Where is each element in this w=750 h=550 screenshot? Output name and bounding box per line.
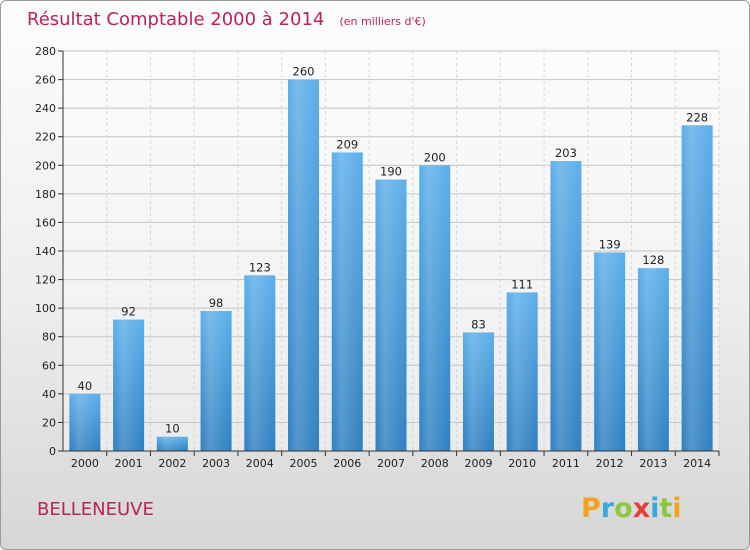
y-tick-label: 40 — [42, 388, 56, 401]
bar-shine — [113, 319, 145, 451]
bars-layer: 40 92 10 98 123 260 209 190 200 83 111 203 139 128 228 — [69, 65, 713, 452]
data-label-2010: 111 — [511, 277, 533, 291]
x-tick-label: 2006 — [333, 457, 361, 470]
bar-shine — [594, 252, 626, 451]
data-label-2012: 139 — [599, 237, 621, 251]
data-label-2004: 123 — [249, 260, 271, 274]
data-label-2003: 98 — [209, 296, 224, 310]
data-label-2000: 40 — [78, 379, 93, 393]
bar-shine — [375, 179, 407, 452]
data-label-2009: 83 — [471, 317, 486, 331]
logo-letter: P — [581, 493, 601, 524]
data-label-2007: 190 — [380, 165, 402, 179]
x-tick-label: 2012 — [596, 457, 624, 470]
x-tick-label: 2007 — [377, 457, 405, 470]
y-tick-label: 140 — [35, 245, 56, 258]
logo-letter: i — [650, 493, 659, 524]
proxiti-logo: Proxiti — [581, 493, 682, 524]
y-tick-label: 260 — [35, 74, 56, 87]
x-tick-label: 2004 — [246, 457, 274, 470]
x-tick-label: 2005 — [290, 457, 318, 470]
x-tick-label: 2011 — [552, 457, 580, 470]
chart-title-text: Résultat Comptable 2000 à 2014 — [27, 9, 324, 30]
x-tick-label: 2002 — [158, 457, 186, 470]
bar-shine — [637, 268, 669, 451]
chart-title: Résultat Comptable 2000 à 2014 (en milli… — [27, 9, 426, 30]
bar-shine — [288, 79, 320, 452]
bar-shine — [331, 152, 363, 451]
bar-shine — [244, 275, 276, 451]
data-label-2006: 209 — [336, 137, 358, 151]
bar-shine — [419, 165, 451, 452]
bar-shine — [681, 125, 713, 452]
x-tick-label: 2000 — [71, 457, 99, 470]
data-label-2013: 128 — [642, 253, 664, 267]
data-label-2005: 260 — [293, 65, 315, 79]
data-label-2002: 10 — [165, 422, 180, 436]
logo-letter: r — [601, 493, 615, 524]
data-label-2008: 200 — [424, 150, 446, 164]
x-tick-label: 2009 — [464, 457, 492, 470]
logo-letter: o — [614, 493, 633, 524]
y-tick-label: 220 — [35, 131, 56, 144]
bar-shine — [69, 393, 101, 451]
bar-shine — [156, 436, 188, 451]
x-tick-label: 2010 — [508, 457, 536, 470]
axis-layer: 0 20 40 60 80 100 120 140 160 180 200 220 240 260 280 2… — [35, 45, 720, 470]
data-label-2001: 92 — [121, 305, 136, 319]
y-tick-label: 280 — [35, 45, 56, 58]
y-tick-label: 100 — [35, 302, 56, 315]
bar-shine — [200, 311, 232, 451]
y-tick-label: 240 — [35, 102, 56, 115]
data-label-2011: 203 — [555, 146, 577, 160]
y-tick-label: 20 — [42, 416, 56, 429]
data-label-2014: 228 — [686, 110, 708, 124]
bar-shine — [506, 292, 538, 451]
bar-shine — [462, 332, 494, 451]
commune-name: BELLENEUVE — [37, 499, 154, 520]
y-tick-label: 180 — [35, 188, 56, 201]
chart-subtitle-text: (en milliers d'€) — [339, 15, 425, 28]
y-tick-label: 60 — [42, 359, 56, 372]
x-tick-label: 2013 — [639, 457, 667, 470]
bar-shine — [550, 161, 582, 451]
logo-letter: x — [633, 493, 650, 524]
y-tick-label: 160 — [35, 216, 56, 229]
logo-letter: i — [672, 493, 681, 524]
logo-letter: t — [659, 493, 672, 524]
x-tick-label: 2014 — [683, 457, 711, 470]
x-tick-label: 2003 — [202, 457, 230, 470]
y-tick-label: 0 — [49, 445, 56, 458]
y-tick-label: 80 — [42, 331, 56, 344]
x-tick-label: 2008 — [421, 457, 449, 470]
y-tick-label: 200 — [35, 159, 56, 172]
x-tick-label: 2001 — [115, 457, 143, 470]
y-tick-label: 120 — [35, 274, 56, 287]
